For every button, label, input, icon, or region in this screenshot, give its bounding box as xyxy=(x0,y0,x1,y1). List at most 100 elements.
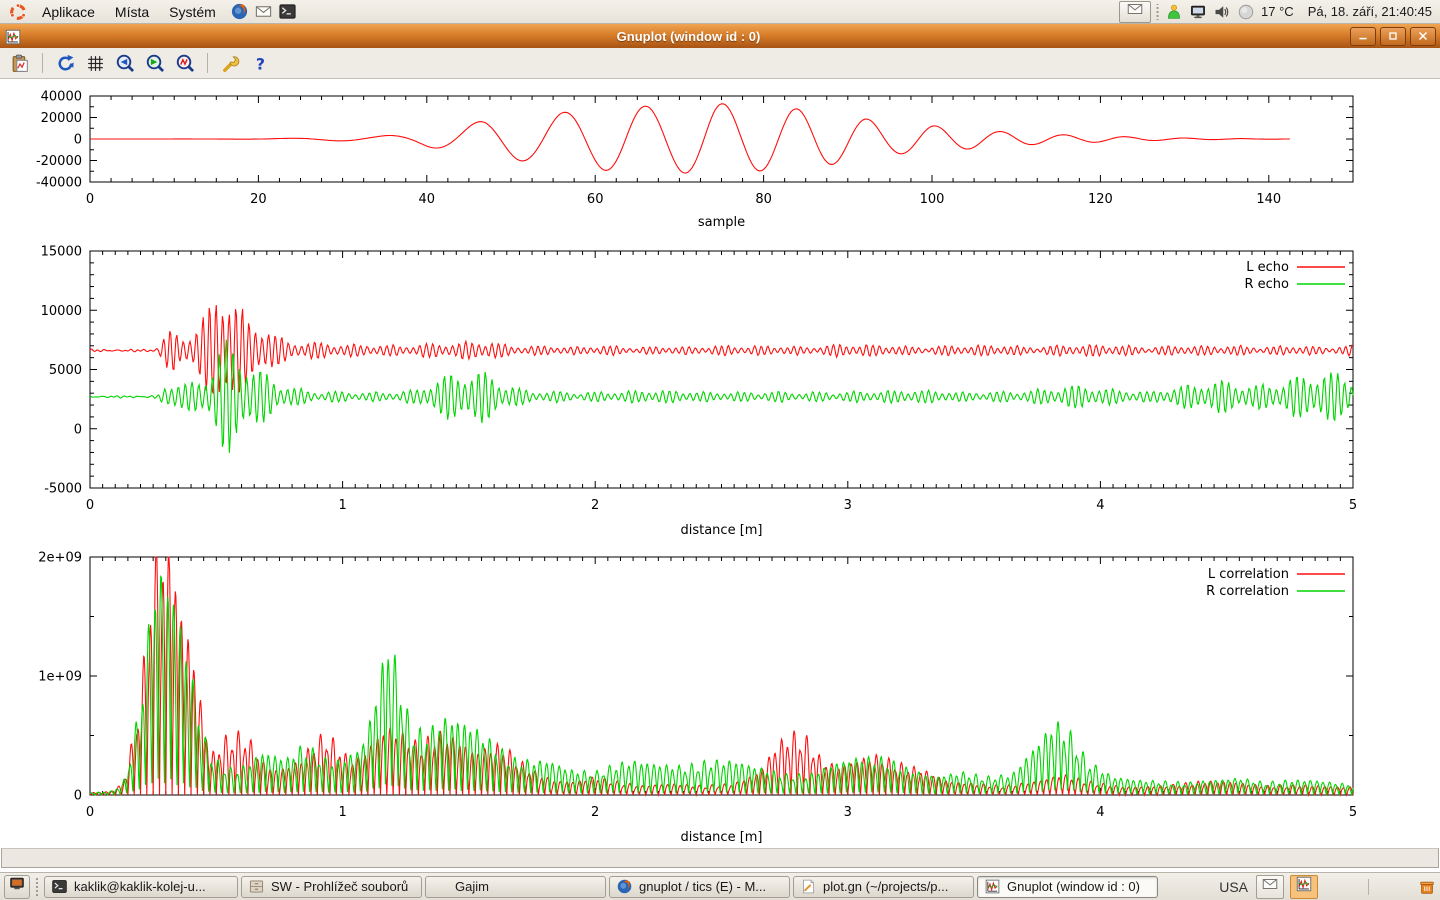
gnuplot-charts-svg: 0 20 40 60 80 100 120 140-40000-200000200004000… xyxy=(36,90,1358,846)
launcher-firefox[interactable] xyxy=(229,1,251,23)
copy-button[interactable] xyxy=(8,51,32,75)
panel-separator[interactable] xyxy=(1155,3,1161,20)
tray-mail-button[interactable] xyxy=(1256,874,1284,899)
svg-text:5000: 5000 xyxy=(49,363,82,378)
autoscale-button[interactable] xyxy=(173,51,197,75)
gnome-top-panel: Aplikace Místa Systém 17 °C Pá, 18. září, … xyxy=(0,0,1440,24)
series-r-correlation xyxy=(89,575,1354,797)
taskbar-button-label: SW - Prohlížeč souborů xyxy=(271,879,409,894)
taskbar-button-4[interactable]: gnuplot / tics (E) - M... xyxy=(609,875,790,898)
svg-text:40000: 40000 xyxy=(41,90,82,105)
gnuplot-window: Gnuplot (window id : 0) ? 0 20 40 60 80 100 12… xyxy=(0,24,1440,870)
temperature-label: 17 °C xyxy=(1261,4,1294,19)
trash-icon[interactable] xyxy=(1418,878,1436,896)
svg-text:R echo: R echo xyxy=(1244,277,1289,292)
panel-menus: Aplikace Místa Systém xyxy=(32,2,226,22)
keyboard-layout-indicator[interactable]: USA xyxy=(1219,878,1248,895)
menu-system[interactable]: Systém xyxy=(169,3,216,20)
series-r-echo xyxy=(89,339,1354,453)
gajim-icon xyxy=(432,878,449,895)
taskbar-button-label: Gnuplot (window id : 0) xyxy=(1007,879,1140,894)
launcher-mail[interactable] xyxy=(253,1,275,23)
menu-places[interactable]: Místa xyxy=(114,3,150,20)
minimize-button[interactable] xyxy=(1350,26,1376,46)
mail-notifier-icon xyxy=(1126,0,1144,23)
svg-text:0: 0 xyxy=(86,805,94,820)
grid-button[interactable] xyxy=(83,51,107,75)
replot-button[interactable] xyxy=(53,51,77,75)
taskbar-separator[interactable] xyxy=(34,877,40,896)
svg-text:3: 3 xyxy=(844,498,852,513)
series-l-echo xyxy=(89,305,1354,394)
svg-text:-5000: -5000 xyxy=(44,482,82,497)
svg-text:3: 3 xyxy=(844,805,852,820)
show-desktop-icon xyxy=(8,875,26,898)
file-manager-icon xyxy=(248,878,265,895)
close-button[interactable] xyxy=(1410,26,1436,46)
gnuplot-icon xyxy=(984,878,1001,895)
svg-text:0: 0 xyxy=(74,789,82,804)
svg-text:R correlation: R correlation xyxy=(1206,584,1289,599)
panel-launchers xyxy=(228,1,300,23)
svg-text:1: 1 xyxy=(338,805,346,820)
taskbar-button-label: Gajim xyxy=(455,879,489,894)
svg-text:5: 5 xyxy=(1349,498,1357,513)
taskbar-button-1[interactable]: kaklik@kaklik-kolej-u... xyxy=(44,875,238,898)
window-icon xyxy=(4,28,21,45)
taskbar-button-6[interactable]: Gnuplot (window id : 0) xyxy=(977,875,1158,898)
window-titlebar[interactable]: Gnuplot (window id : 0) xyxy=(0,24,1440,48)
toolbar-separator xyxy=(207,53,208,73)
mail-notifier-button[interactable] xyxy=(1119,0,1152,23)
chart: 0 1 2 3 4 5 0 1e+09 2e+09 distance [m] L correlati… xyxy=(38,551,1357,846)
maximize-button[interactable] xyxy=(1380,26,1406,46)
firefox-icon xyxy=(616,878,633,895)
taskbar-button-2[interactable]: SW - Prohlížeč souborů xyxy=(241,875,422,898)
taskbar-button-3[interactable]: Gajim xyxy=(425,875,606,898)
taskbar-button-label: plot.gn (~/projects/p... xyxy=(823,879,949,894)
notification-area xyxy=(1324,876,1412,898)
volume-icon[interactable] xyxy=(1212,2,1232,22)
settings-button[interactable] xyxy=(218,51,242,75)
taskbar-items: kaklik@kaklik-kolej-u... SW - Prohlížeč s… xyxy=(44,875,1161,898)
svg-text:?: ? xyxy=(255,54,264,73)
chart: 0 1 2 3 4 5 -5000 0 5000 10000 15000 distance [m] L … xyxy=(41,245,1358,539)
svg-text:4: 4 xyxy=(1096,805,1104,820)
svg-text:15000: 15000 xyxy=(41,245,82,260)
gajim-status-icon[interactable] xyxy=(1164,2,1184,22)
svg-text:L echo: L echo xyxy=(1246,260,1289,275)
help-button[interactable]: ? xyxy=(248,51,272,75)
window-title: Gnuplot (window id : 0) xyxy=(616,28,761,44)
tray-gnuplot-button[interactable] xyxy=(1290,874,1318,899)
gnome-taskbar: kaklik@kaklik-kolej-u... SW - Prohlížeč s… xyxy=(0,872,1440,900)
ubuntu-logo-icon[interactable] xyxy=(7,1,29,23)
svg-text:-40000: -40000 xyxy=(36,176,82,191)
weather-icon[interactable] xyxy=(1236,2,1256,22)
svg-text:-20000: -20000 xyxy=(36,154,82,169)
svg-text:4: 4 xyxy=(1096,498,1104,513)
display-icon[interactable] xyxy=(1188,2,1208,22)
menu-applications[interactable]: Aplikace xyxy=(42,3,95,20)
next-zoom-button[interactable] xyxy=(143,51,167,75)
previous-zoom-button[interactable] xyxy=(113,51,137,75)
svg-text:10000: 10000 xyxy=(41,304,82,319)
svg-text:60: 60 xyxy=(587,192,604,207)
svg-text:120: 120 xyxy=(1088,192,1113,207)
toolbar-separator xyxy=(42,53,43,73)
svg-text:80: 80 xyxy=(755,192,772,207)
svg-text:0: 0 xyxy=(74,133,82,148)
series-l-correlation xyxy=(89,556,1354,798)
terminal-icon xyxy=(51,878,68,895)
taskbar-button-5[interactable]: plot.gn (~/projects/p... xyxy=(793,875,974,898)
gnuplot-statusbar xyxy=(1,848,1439,868)
launcher-terminal[interactable] xyxy=(277,1,299,23)
show-desktop-button[interactable] xyxy=(4,874,30,899)
svg-text:2e+09: 2e+09 xyxy=(38,551,82,566)
taskbar-button-label: gnuplot / tics (E) - M... xyxy=(639,879,767,894)
clock-label[interactable]: Pá, 18. září, 21:40:45 xyxy=(1307,4,1432,19)
svg-text:0: 0 xyxy=(86,192,94,207)
svg-text:20: 20 xyxy=(250,192,267,207)
svg-text:1e+09: 1e+09 xyxy=(38,670,82,685)
svg-text:40: 40 xyxy=(419,192,436,207)
svg-text:sample: sample xyxy=(698,215,745,230)
svg-text:L correlation: L correlation xyxy=(1208,567,1289,582)
